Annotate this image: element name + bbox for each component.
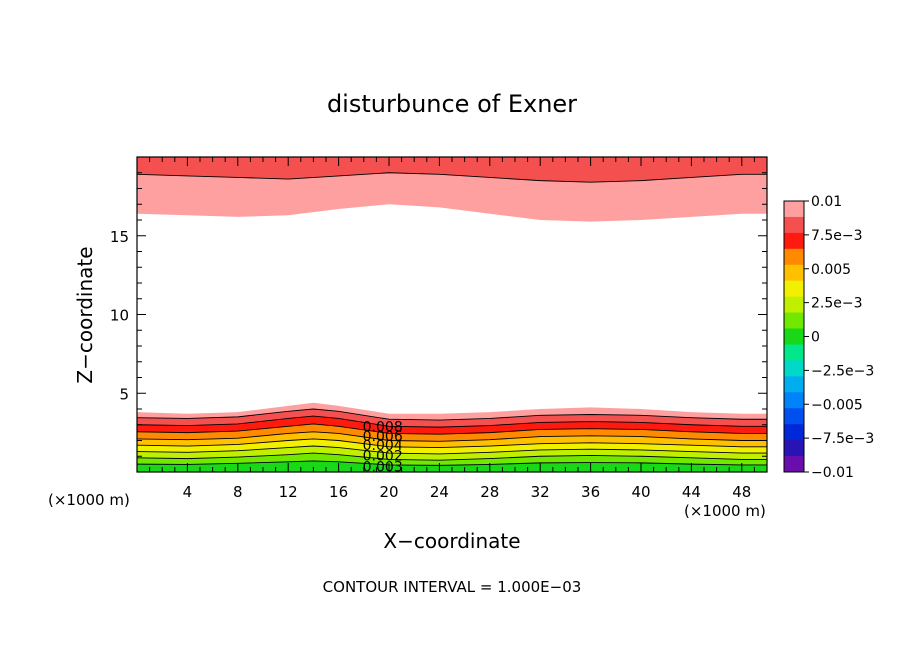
lower-contour-line <box>136 408 767 421</box>
contour-label: 0.004 <box>363 438 403 454</box>
y-axis: 5 10 15 <box>110 172 767 457</box>
x-tick-label: 32 <box>531 483 550 501</box>
colorbar-swatch <box>784 264 804 282</box>
x-tick-label: 8 <box>233 483 243 501</box>
colorbar-swatch <box>784 344 804 361</box>
colorbar-swatch <box>784 232 804 250</box>
colorbar-swatch <box>784 328 804 345</box>
colorbar-swatch <box>784 424 804 441</box>
x-tick-label: 16 <box>329 483 348 501</box>
x-unit-left: (×1000 m) <box>48 491 130 509</box>
colorbar-swatch <box>784 440 804 457</box>
colorbar-tick-label: −7.5e−3 <box>811 431 874 447</box>
contour-label: 0.002 <box>363 448 403 464</box>
colorbar-tick-label: 0.01 <box>811 194 842 210</box>
x-tick-label: 20 <box>379 483 398 501</box>
x-tick-label: 4 <box>183 483 193 501</box>
chart-title: disturbunce of Exner <box>327 90 577 118</box>
x-tick-label: 44 <box>682 483 701 501</box>
colorbar-tick-label: 0 <box>811 330 820 346</box>
lower-contour-line <box>136 431 767 442</box>
x-tick-label: 40 <box>631 483 650 501</box>
x-tick-label: 28 <box>480 483 499 501</box>
x-tick-label: 24 <box>430 483 449 501</box>
lower-contour-line <box>136 452 767 461</box>
x-axis: 4 8 12 16 20 24 28 32 36 40 44 48 <box>149 157 755 501</box>
colorbar: 0.01 7.5e−3 0.005 2.5e−3 0 −2.5e−3 −0.005 −7.5e… <box>783 194 874 481</box>
colorbar-tick-label: −0.005 <box>811 397 863 413</box>
colorbar-swatch <box>784 408 804 425</box>
colorbar-swatch <box>784 376 804 393</box>
y-tick-label: 15 <box>110 228 129 246</box>
colorbar-swatch <box>784 216 804 234</box>
contour-label: 0.003 <box>363 459 403 475</box>
contour-lines <box>136 172 767 466</box>
colorbar-swatch <box>784 201 804 218</box>
lower-band <box>137 460 767 472</box>
contour-label: 0.008 <box>363 419 403 435</box>
contour-label: 0.006 <box>363 429 403 445</box>
colorbar-tick-label: −0.01 <box>811 465 854 481</box>
colorbar-tick-label: −2.5e−3 <box>811 363 874 379</box>
x-tick-label: 48 <box>732 483 751 501</box>
contour-fill <box>137 157 767 472</box>
y-tick-label: 5 <box>119 385 129 403</box>
lower-contour-line <box>136 415 767 428</box>
lower-contour-line <box>136 423 767 435</box>
x-tick-label: 36 <box>581 483 600 501</box>
lower-contour-line <box>136 438 767 449</box>
colorbar-swatch <box>784 312 804 330</box>
contour-interval-note: CONTOUR INTERVAL = 1.000E−03 <box>323 578 582 596</box>
y-axis-label: Z−coordinate <box>73 246 97 383</box>
colorbar-swatch <box>784 456 804 473</box>
upper-contour-line <box>136 172 767 183</box>
colorbar-tick-label: 7.5e−3 <box>811 228 863 244</box>
colorbar-tick-label: 0.005 <box>811 262 851 278</box>
upper-inner-band <box>137 157 767 183</box>
x-axis-label: X−coordinate <box>383 529 520 553</box>
colorbar-swatch <box>784 360 804 377</box>
colorbar-swatch <box>784 296 804 314</box>
colorbar-tick-label: 2.5e−3 <box>811 296 863 312</box>
lower-contour-line <box>136 445 767 455</box>
x-unit-right: (×1000 m) <box>684 502 766 520</box>
colorbar-swatch <box>784 280 804 298</box>
colorbar-swatch <box>784 392 804 409</box>
x-tick-label: 12 <box>279 483 298 501</box>
colorbar-swatch <box>784 248 804 266</box>
y-tick-label: 10 <box>110 307 129 325</box>
